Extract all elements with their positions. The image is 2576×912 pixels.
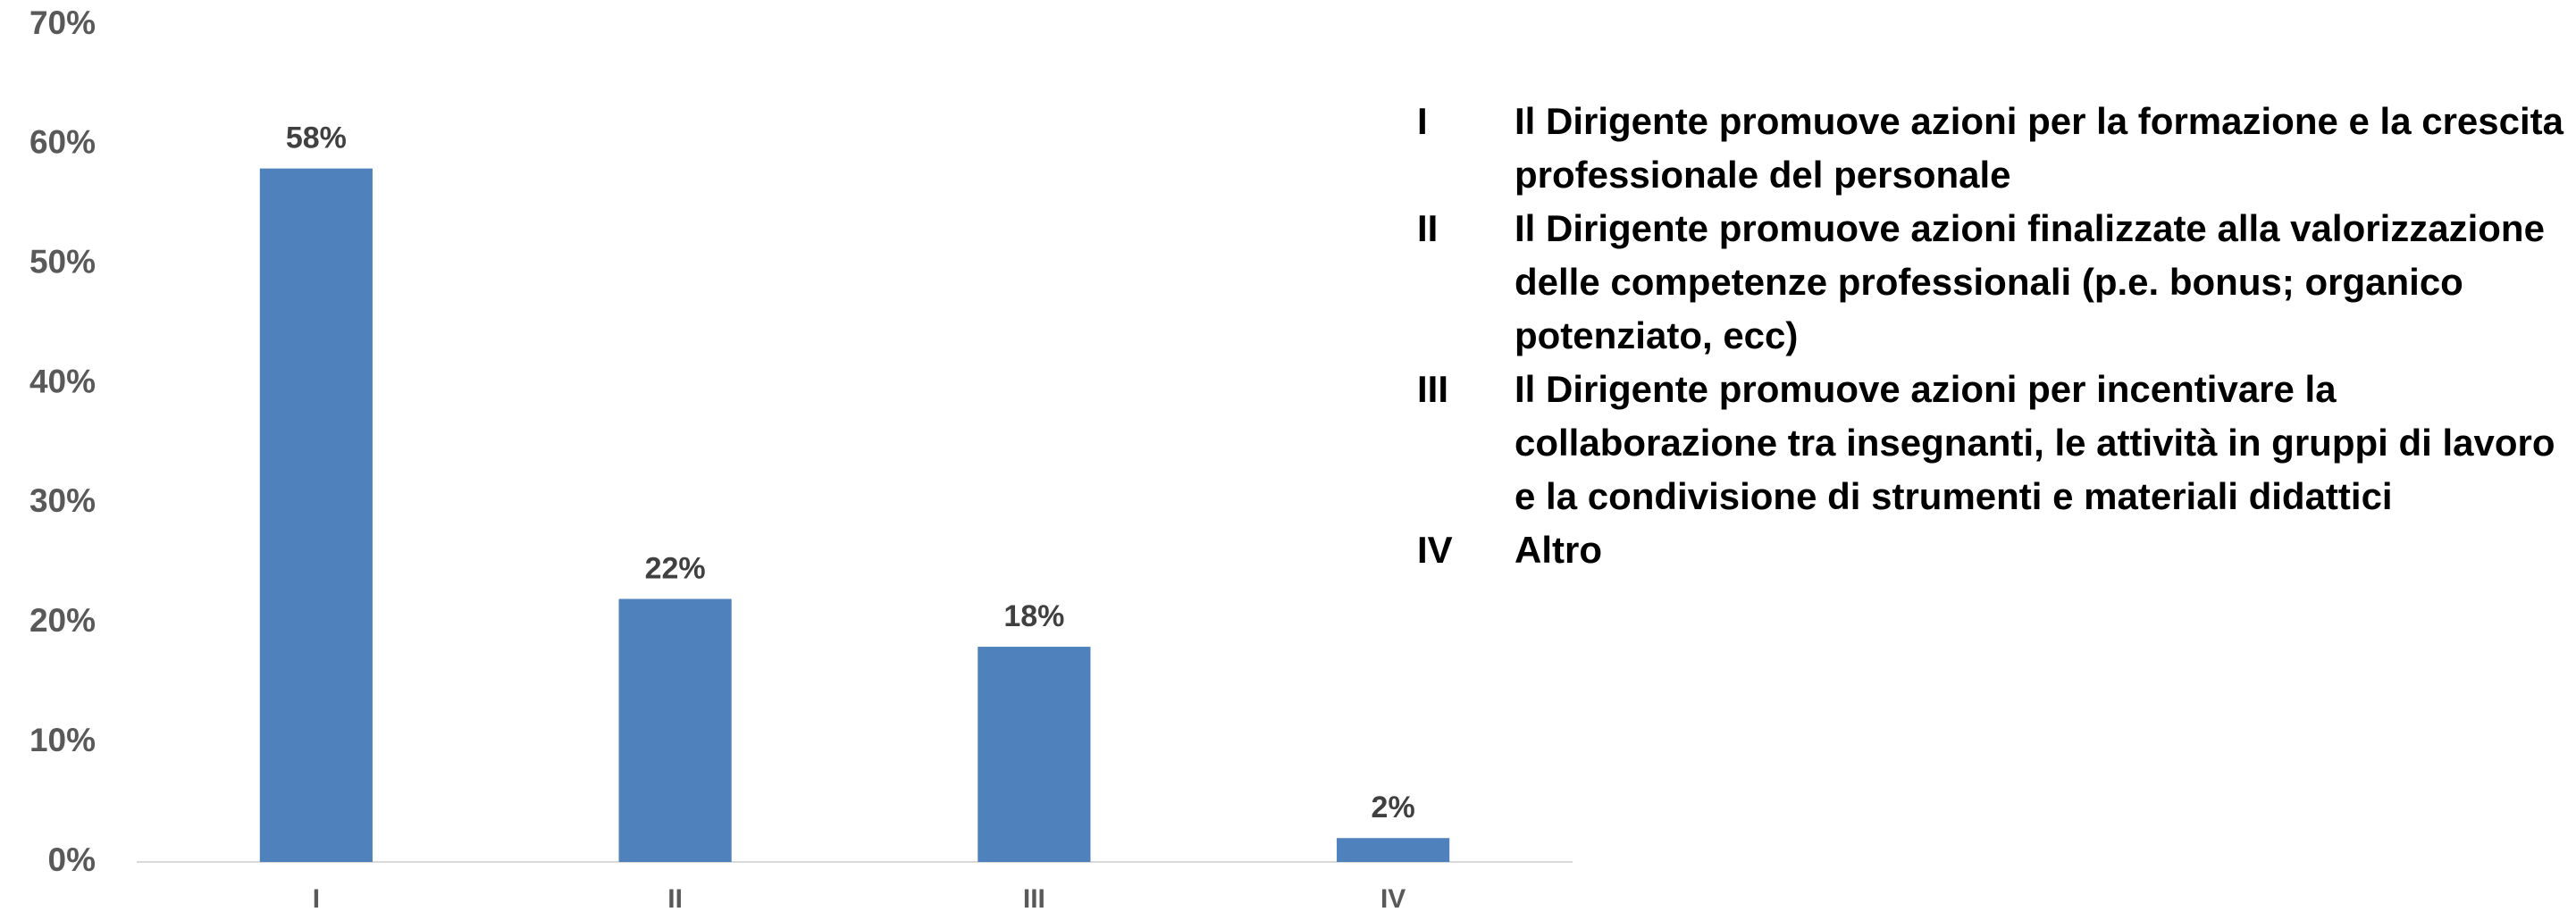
y-tick-label: 60% <box>29 124 96 161</box>
y-tick-label: 10% <box>29 722 96 758</box>
bar <box>1337 838 1450 862</box>
bar <box>618 598 732 862</box>
y-tick-label: 20% <box>29 602 96 639</box>
value-label: 2% <box>1372 791 1415 824</box>
key-label: IV <box>1417 529 1453 571</box>
x-tick-label: III <box>1023 884 1045 912</box>
key-label: I <box>1417 100 1428 142</box>
key-text: Il Dirigente promuove azioni per la form… <box>1515 100 2564 196</box>
key: I Il Dirigente promuove azioni per la for… <box>1417 95 2570 577</box>
y-tick-label: 50% <box>29 243 96 280</box>
value-label: 58% <box>286 121 347 155</box>
bar <box>259 168 373 863</box>
x-tick-label: I <box>313 884 320 912</box>
key-text: Il Dirigente promuove azioni finalizzate… <box>1515 207 2545 356</box>
y-tick-label: 70% <box>29 4 96 41</box>
x-tick-label: II <box>667 884 683 912</box>
key-text: Il Dirigente promuove azioni per incenti… <box>1515 368 2555 517</box>
key-label: II <box>1417 207 1439 249</box>
bar <box>978 647 1091 862</box>
value-label: 18% <box>1003 599 1064 633</box>
x-tick-label: IV <box>1380 884 1405 912</box>
y-tick-label: 40% <box>29 363 96 399</box>
key-label: III <box>1417 368 1449 410</box>
y-tick-label: 0% <box>48 841 96 878</box>
value-label: 22% <box>645 551 706 585</box>
key-text: Altro <box>1515 529 1602 571</box>
y-tick-label: 30% <box>29 482 96 519</box>
